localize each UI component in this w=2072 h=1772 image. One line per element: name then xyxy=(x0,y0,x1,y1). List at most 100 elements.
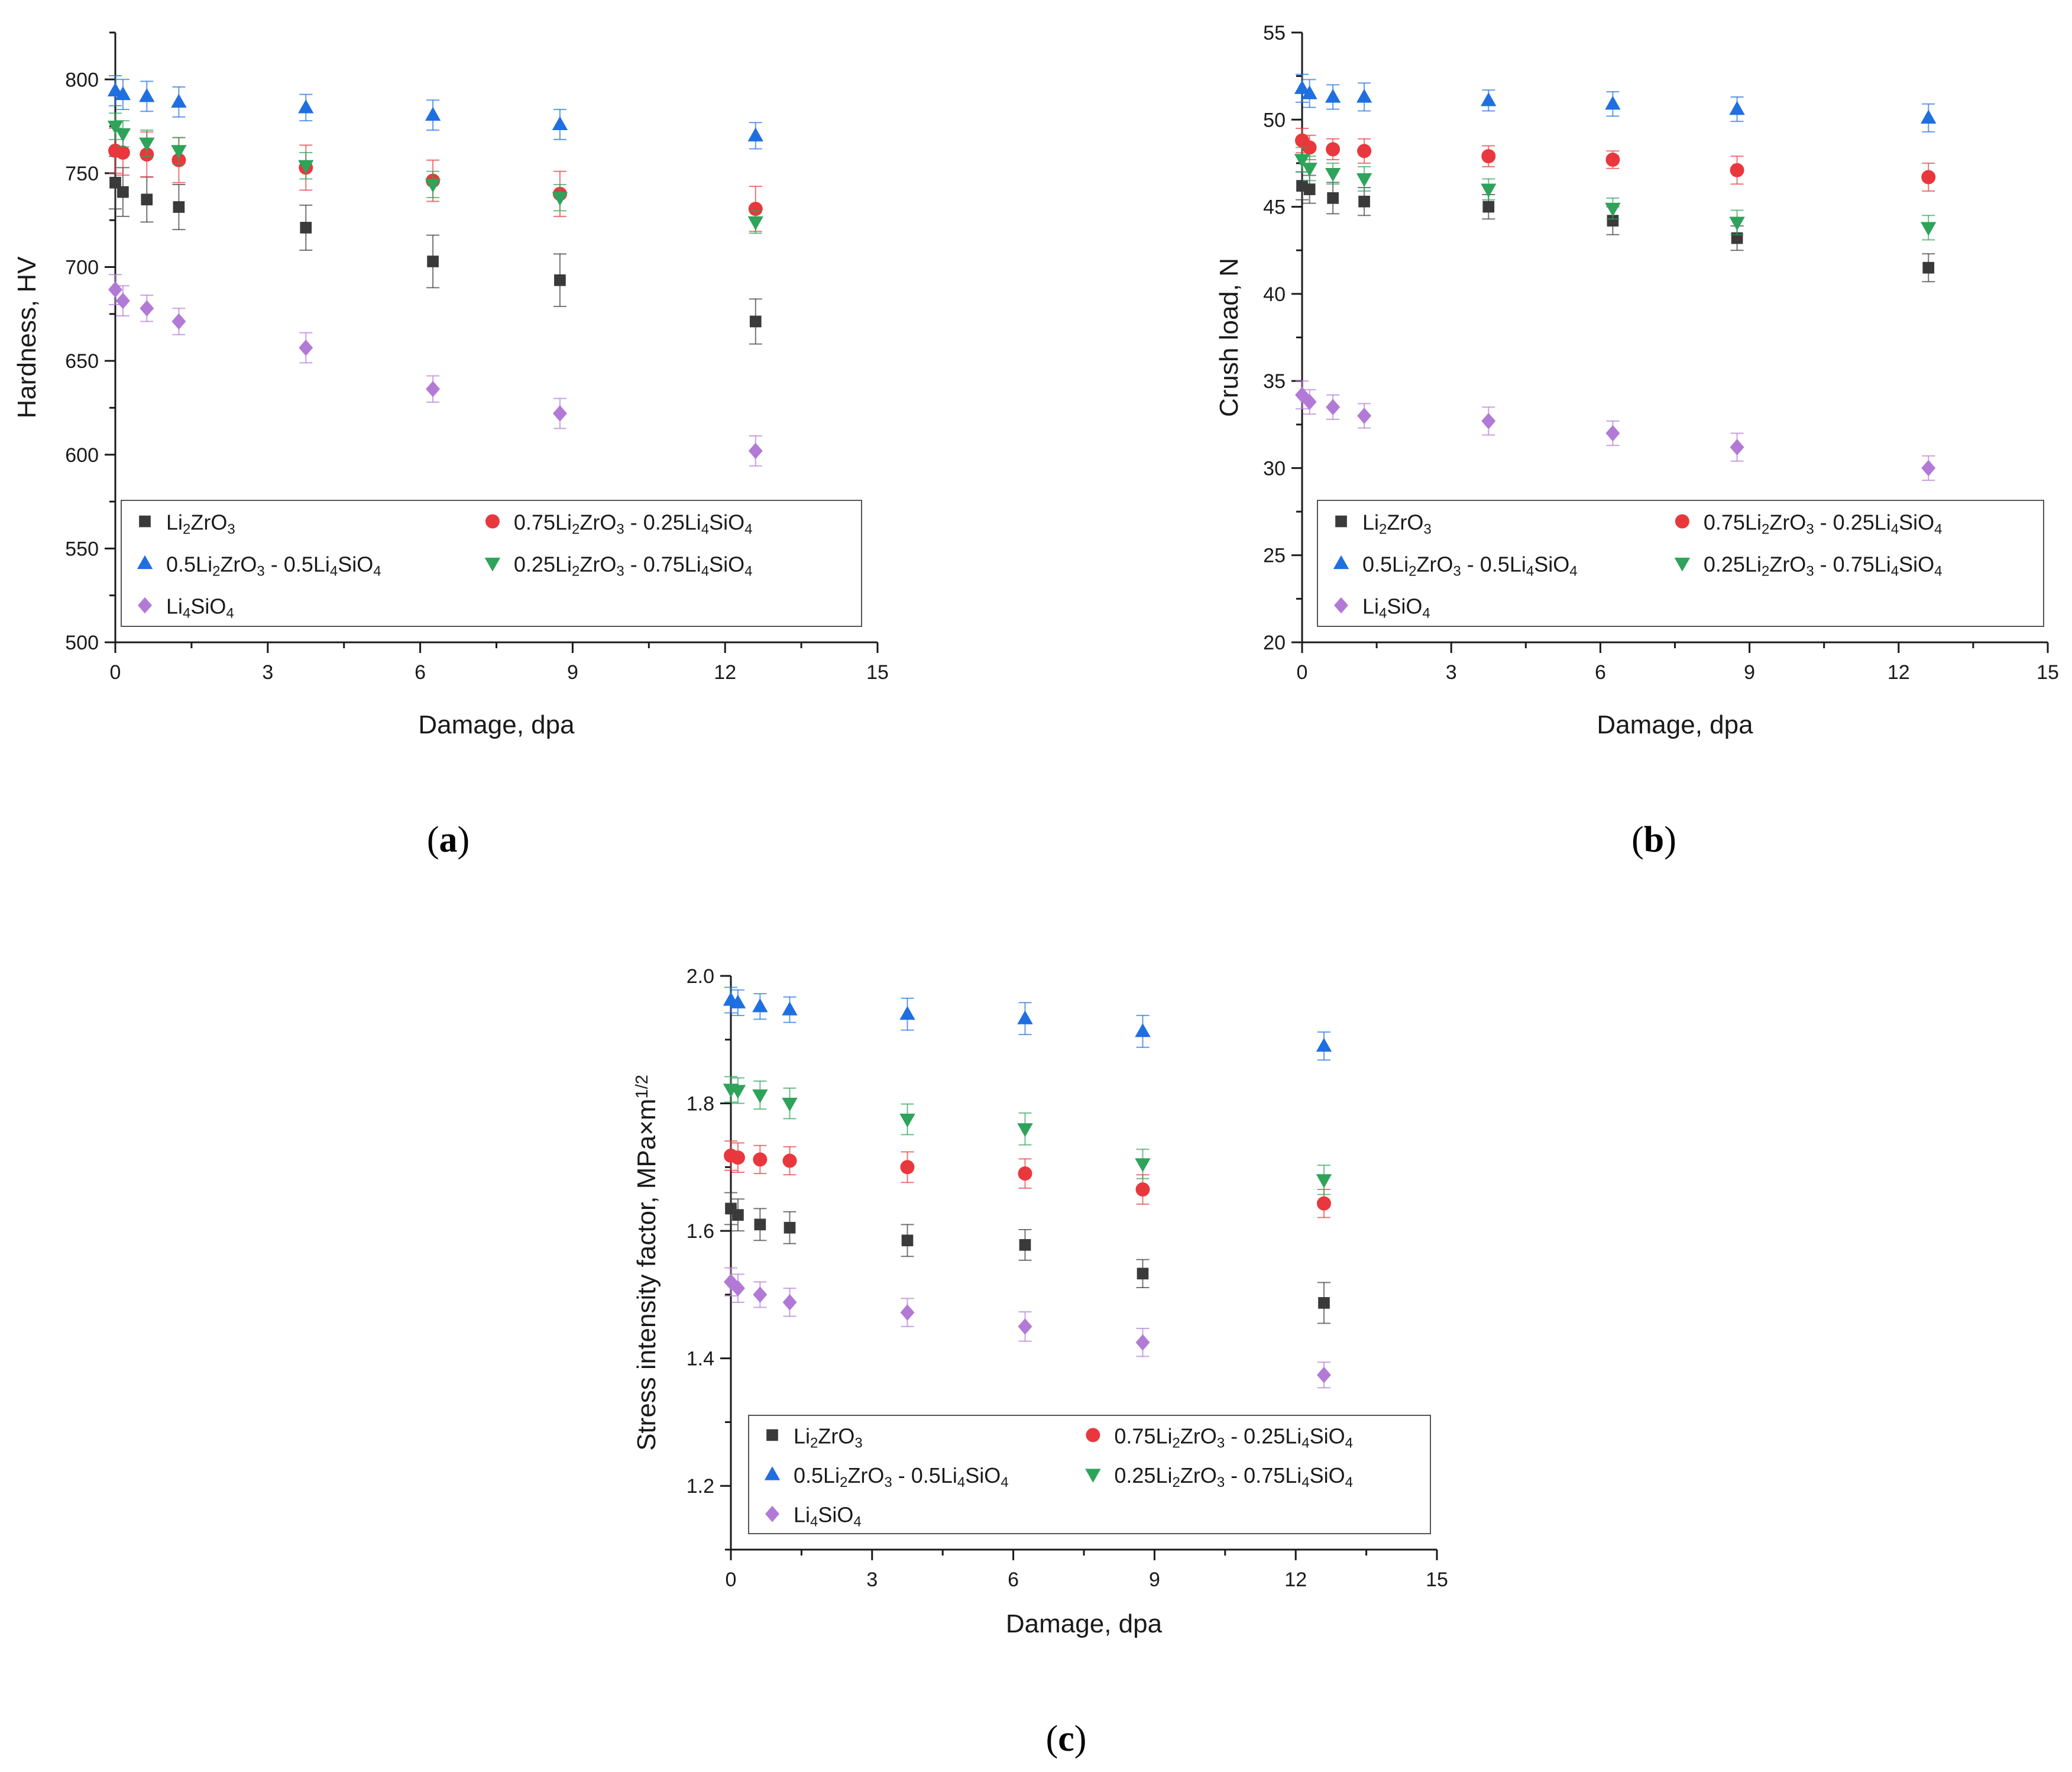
data-point xyxy=(901,1234,914,1247)
x-tick-label: 9 xyxy=(1149,1569,1160,1591)
data-point xyxy=(299,339,313,356)
legend-item-Li4SiO4: Li4SiO4 xyxy=(765,1503,862,1530)
data-point xyxy=(426,380,441,397)
text-part: 4 xyxy=(1379,605,1387,621)
text-part: 2 xyxy=(572,563,579,579)
data-point xyxy=(300,222,312,234)
text-part: 0.75Li xyxy=(514,510,572,535)
text-part: SiO xyxy=(1387,594,1422,619)
legend-marker xyxy=(137,555,153,570)
legend-item-0.25Li2ZrO3-0.75Li4SiO4: 0.25Li2ZrO3 - 0.75Li4SiO4 xyxy=(1085,1463,1353,1490)
data-point xyxy=(1019,1239,1031,1251)
x-tick-label: 0 xyxy=(110,661,121,684)
text-part: Li xyxy=(166,594,183,619)
text-part: Li xyxy=(794,1424,810,1448)
text-part: SiO xyxy=(965,1463,1001,1488)
legend-label: 0.25Li2ZrO3 - 0.75Li4SiO4 xyxy=(1114,1463,1353,1490)
legend-item-Li4SiO4: Li4SiO4 xyxy=(138,594,234,621)
legend-label: 0.25Li2ZrO3 - 0.75Li4SiO4 xyxy=(1704,552,1942,580)
series-0.5Li2ZrO3-0.5Li4SiO4 xyxy=(1294,73,1937,132)
x-tick-label: 15 xyxy=(2037,661,2059,684)
legend-label: 0.75Li2ZrO3 - 0.25Li4SiO4 xyxy=(1704,510,1942,538)
panel-label-close: ) xyxy=(1664,820,1676,860)
y-tick-label: 750 xyxy=(65,163,99,185)
x-tick-label: 15 xyxy=(1426,1569,1448,1591)
text-part: 4 xyxy=(810,1514,818,1530)
text-part: 4 xyxy=(373,563,381,579)
text-part: 2 xyxy=(810,1435,818,1451)
data-point xyxy=(1357,408,1372,424)
data-point xyxy=(552,405,567,422)
data-point xyxy=(730,1085,746,1099)
text-part: SiO xyxy=(1310,1424,1345,1448)
data-point xyxy=(1303,183,1316,195)
y-tick-label: 1.4 xyxy=(687,1348,714,1370)
text-part: - 0.75Li xyxy=(1814,552,1891,577)
data-point xyxy=(1137,1267,1149,1280)
legend: Li2ZrO3 0.75Li2ZrO3 - 0.25Li4SiO40.5Li2Zr… xyxy=(1317,500,2044,627)
data-point xyxy=(1605,202,1621,217)
legend-marker xyxy=(766,1429,778,1441)
data-point xyxy=(782,1153,797,1168)
text-part: 3 xyxy=(227,521,235,537)
data-point xyxy=(1302,140,1317,155)
x-axis-title: Damage, dpa xyxy=(1006,1609,1163,1638)
data-point xyxy=(730,1280,745,1296)
data-point xyxy=(1135,1182,1150,1197)
text-part: ZrO xyxy=(579,510,616,535)
y-tick-label: 700 xyxy=(65,257,99,279)
legend-item-0.25Li2ZrO3-0.75Li4SiO4: 0.25Li2ZrO3 - 0.75Li4SiO4 xyxy=(484,552,753,579)
x-tick-label: 3 xyxy=(1446,661,1457,684)
text-part: 0.75Li xyxy=(1704,510,1762,535)
y-axis-title: Hardness, HV xyxy=(12,256,41,419)
data-point xyxy=(899,1113,915,1128)
x-tick-label: 6 xyxy=(1595,661,1606,684)
text-part: 4 xyxy=(1302,1435,1309,1451)
text-part: ZrO xyxy=(847,1463,884,1488)
panel-label: (c) xyxy=(1046,1719,1087,1759)
panel-a-hardness-chart: 0 3 6 9 12 15 500 550 600 650 700 750 800 Damage, dpa… xyxy=(12,31,889,860)
legend-marker xyxy=(1674,557,1691,572)
series-0.5Li2ZrO3-0.5Li4SiO4 xyxy=(723,987,1332,1061)
panel-label-open: ( xyxy=(1631,820,1644,860)
series-0.75Li2ZrO3-0.25Li4SiO4 xyxy=(724,1140,1331,1218)
text-part: SiO xyxy=(1899,510,1934,535)
data-point xyxy=(1605,95,1621,110)
y-tick-label: 20 xyxy=(1263,632,1286,654)
text-part: Li xyxy=(794,1503,810,1527)
panel-label-letter: b xyxy=(1644,820,1664,860)
y-tick-label: 1.8 xyxy=(687,1093,714,1115)
legend-marker xyxy=(764,1466,781,1480)
data-point xyxy=(782,1001,798,1016)
data-point xyxy=(1302,163,1317,177)
y-tick-label: 650 xyxy=(65,350,99,373)
data-point xyxy=(1730,163,1744,177)
text-part: 1/2 xyxy=(633,1075,652,1098)
y-tick-label: 35 xyxy=(1263,370,1286,393)
data-point xyxy=(1481,413,1496,429)
legend-item-Li2ZrO3: Li2ZrO3 xyxy=(139,510,235,537)
series-Li4SiO4 xyxy=(724,1267,1331,1389)
data-point xyxy=(1356,89,1372,103)
data-point xyxy=(1921,460,1936,477)
y-tick-label: 40 xyxy=(1263,283,1286,306)
text-part: ZrO xyxy=(1387,510,1423,535)
legend-marker xyxy=(484,557,501,572)
legend-label: Li2ZrO3 xyxy=(1362,510,1432,538)
text-part: - 0.25Li xyxy=(1814,510,1891,535)
legend: Li2ZrO3 0.75Li2ZrO3 - 0.25Li4SiO40.5Li2Zr… xyxy=(748,1415,1431,1534)
text-part: 2 xyxy=(1172,1435,1180,1451)
data-point xyxy=(753,1286,768,1303)
data-point xyxy=(753,1152,768,1167)
legend-label: Li2ZrO3 xyxy=(794,1424,863,1451)
x-tick-label: 6 xyxy=(1008,1569,1019,1591)
text-part: 3 xyxy=(1217,1474,1225,1490)
data-point xyxy=(1135,1158,1151,1172)
panel-label-close: ) xyxy=(1074,1719,1087,1759)
text-part: 2 xyxy=(1172,1474,1180,1490)
text-part: 3 xyxy=(1806,563,1814,579)
text-part: 4 xyxy=(1001,1474,1008,1490)
series-Li4SiO4 xyxy=(1295,380,1936,481)
y-axis-title: Crush load, N xyxy=(1215,258,1244,417)
data-point xyxy=(782,1097,798,1112)
